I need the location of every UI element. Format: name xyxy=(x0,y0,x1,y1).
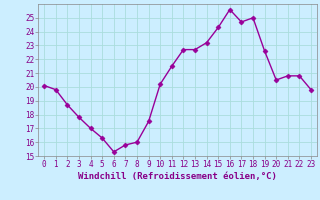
X-axis label: Windchill (Refroidissement éolien,°C): Windchill (Refroidissement éolien,°C) xyxy=(78,172,277,181)
